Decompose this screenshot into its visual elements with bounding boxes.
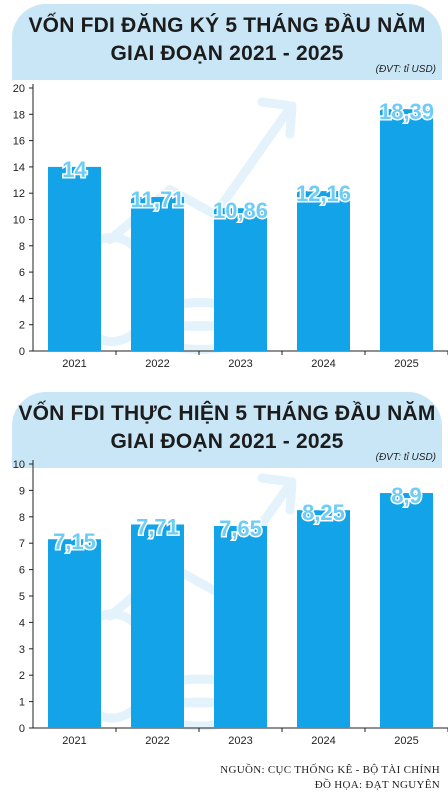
bar — [131, 197, 184, 351]
x-tick-label: 2023 — [228, 358, 252, 370]
chart-header: VỐN FDI THỰC HIỆN 5 THÁNG ĐẦU NĂM GIAI Đ… — [12, 392, 442, 468]
chart-title-line2: GIAI ĐOẠN 2021 - 2025 — [110, 430, 344, 453]
chart-title-line1: VỐN FDI ĐĂNG KÝ 5 THÁNG ĐẦU NĂM — [28, 14, 426, 37]
y-tick-label: 0 — [19, 723, 25, 735]
data-label: 7,15 — [53, 529, 96, 554]
y-tick-label: 4 — [19, 617, 25, 629]
x-tick-label: 2021 — [62, 735, 86, 747]
y-tick-label: 6 — [19, 267, 25, 279]
chart-registered-fdi: VỐN FDI ĐĂNG KÝ 5 THÁNG ĐẦU NĂM GIAI ĐOẠ… — [0, 0, 448, 382]
x-tick-label: 2022 — [145, 358, 169, 370]
x-tick-label: 2025 — [394, 358, 418, 370]
y-tick-label: 20 — [13, 83, 25, 95]
bar — [214, 208, 267, 351]
y-tick-label: 7 — [19, 538, 25, 550]
footer-source: NGUỒN: CỤC THỐNG KÊ - BỘ TÀI CHÍNH — [220, 764, 440, 776]
data-label: 8,9 — [391, 483, 422, 508]
chart-title-line1: VỐN FDI THỰC HIỆN 5 THÁNG ĐẦU NĂM — [18, 402, 436, 425]
y-tick-label: 8 — [19, 241, 25, 253]
x-tick-label: 2021 — [62, 358, 86, 370]
bar — [380, 493, 433, 728]
chart-unit: (ĐVT: tỉ USD) — [375, 64, 436, 75]
y-tick-label: 2 — [19, 670, 25, 682]
data-label: 8,25 — [302, 500, 345, 525]
y-tick-label: 8 — [19, 512, 25, 524]
bar — [48, 166, 101, 351]
data-label: 14 — [62, 157, 87, 182]
data-label: 10,86 — [213, 198, 268, 223]
footer-graphics: ĐỒ HỌA: ĐẠT NGUYÊN — [314, 779, 440, 791]
data-label: 7,65 — [219, 516, 262, 541]
y-tick-label: 4 — [19, 293, 25, 305]
x-tick-label: 2025 — [394, 735, 418, 747]
x-tick-label: 2024 — [311, 358, 335, 370]
bar — [214, 526, 267, 728]
y-tick-label: 6 — [19, 565, 25, 577]
y-tick-label: 2 — [19, 320, 25, 332]
chart-unit: (ĐVT: tỉ USD) — [375, 452, 436, 463]
y-tick-label: 3 — [19, 644, 25, 656]
y-tick-label: 9 — [19, 485, 25, 497]
data-label: 18,39 — [379, 99, 434, 124]
chart-disbursed-fdi: VỐN FDI THỰC HIỆN 5 THÁNG ĐẦU NĂM GIAI Đ… — [0, 388, 448, 764]
chart-title-line2: GIAI ĐOẠN 2021 - 2025 — [110, 42, 344, 65]
x-tick-label: 2023 — [228, 735, 252, 747]
chart-header: VỐN FDI ĐĂNG KÝ 5 THÁNG ĐẦU NĂM GIAI ĐOẠ… — [12, 4, 442, 80]
y-tick-label: 14 — [13, 162, 25, 174]
watermark-arrow-head — [257, 97, 297, 139]
data-label: 7,71 — [136, 514, 179, 539]
data-label: 12,16 — [296, 181, 351, 206]
bar — [131, 524, 184, 728]
y-tick-label: 12 — [13, 188, 25, 200]
bar — [297, 191, 350, 351]
bar — [48, 539, 101, 728]
y-tick-label: 5 — [19, 591, 25, 603]
bar — [380, 109, 433, 351]
bar-chart: 0 2 4 6 8 10 12 14 16 18 20 2021 14 2022 11,71 2023 10,8… — [13, 83, 448, 370]
y-tick-label: 10 — [13, 459, 25, 471]
y-tick-label: 10 — [13, 215, 25, 227]
watermark-arrow-head — [257, 473, 297, 515]
y-tick-label: 16 — [13, 136, 25, 148]
y-tick-label: 1 — [19, 697, 25, 709]
data-label: 11,71 — [131, 187, 185, 212]
x-tick-label: 2022 — [145, 735, 169, 747]
bar-chart: 0 1 2 3 4 5 6 7 8 9 10 2021 7,15 2022 7,71 2023 7,65 2024… — [13, 459, 448, 747]
bar — [297, 510, 350, 728]
x-tick-label: 2024 — [311, 735, 335, 747]
y-tick-label: 18 — [13, 109, 25, 121]
y-tick-label: 0 — [19, 346, 25, 358]
